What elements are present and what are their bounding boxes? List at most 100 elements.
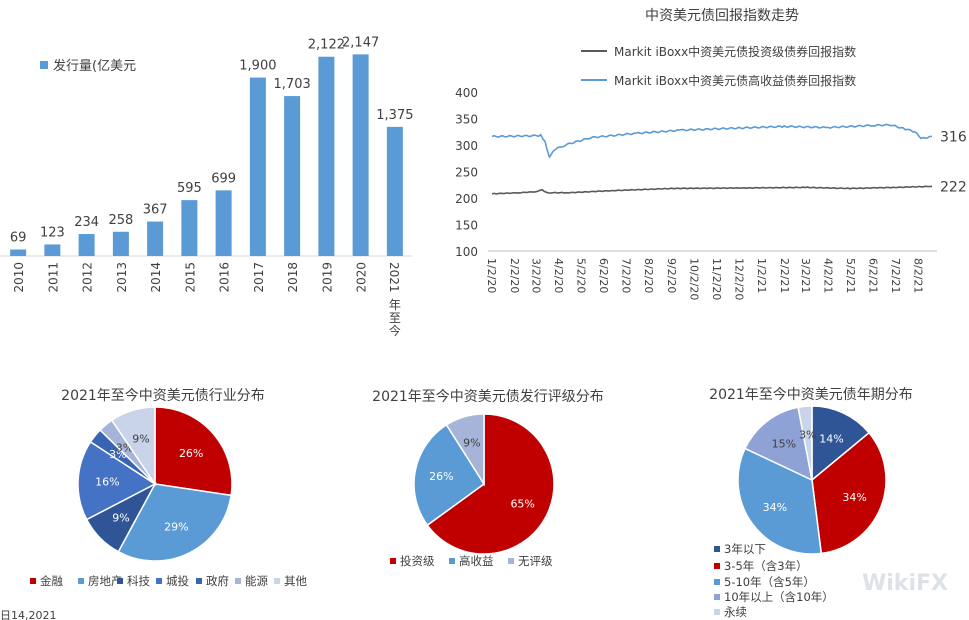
pie-legend-label: 10年以上（含10年） bbox=[724, 590, 834, 604]
tenor-pie-title: 2021年至今中资美元债年期分布 bbox=[709, 387, 913, 403]
pie-legend-swatch bbox=[30, 578, 36, 584]
pie-slice bbox=[117, 483, 233, 562]
tenor-pie-chart: 2021年至今中资美元债年期分布 14% 34% 34% 15%3% 3年以下 3-5年（… bbox=[709, 387, 913, 619]
bar-value-label: 2,122 bbox=[308, 38, 345, 53]
line-y-tick-label: 250 bbox=[455, 166, 478, 180]
bar-value-label: 699 bbox=[211, 171, 236, 186]
pie-legend-swatch bbox=[508, 558, 514, 564]
line-x-tick-label: 6/2/21 bbox=[867, 258, 880, 293]
bar-value-label: 1,703 bbox=[274, 77, 311, 92]
bar-category-label-char: 今 bbox=[389, 323, 401, 338]
line-x-tick-label: 9/2/20 bbox=[665, 258, 678, 293]
line-series-0 bbox=[491, 185, 933, 195]
pie-slice-label: 16% bbox=[95, 476, 119, 489]
pie-legend-label: 能源 bbox=[245, 574, 268, 588]
bar-category-label: 2012 bbox=[81, 262, 95, 293]
line-y-tick-label: 300 bbox=[455, 139, 478, 153]
bar-category-label: 2010 bbox=[12, 262, 26, 293]
pie-slice-label: 9% bbox=[132, 432, 149, 445]
bar-8 bbox=[284, 96, 301, 256]
bar-1 bbox=[44, 244, 61, 256]
return-index-line-chart: 中资美元债回报指数走势 Markit iBoxx中资美元债投资级债券回报指数 M… bbox=[455, 8, 967, 300]
bar-10 bbox=[352, 54, 369, 256]
bar-category-label: 2014 bbox=[149, 262, 163, 293]
pie-slice-label: 34% bbox=[763, 501, 787, 514]
line-x-tick-label: 11/2/20 bbox=[710, 258, 723, 300]
line-x-tick-label: 5/2/20 bbox=[574, 258, 587, 293]
pie-slice bbox=[811, 405, 871, 482]
pie-legend-swatch bbox=[714, 546, 720, 552]
bar-value-label: 234 bbox=[74, 215, 99, 230]
bar-category-label: 2011 bbox=[46, 262, 60, 293]
bar-11 bbox=[386, 126, 403, 256]
bar-category-label-char: 至 bbox=[389, 311, 401, 325]
pie-legend-label: 3年以下 bbox=[724, 542, 766, 556]
line-x-tick-label: 1/2/21 bbox=[755, 258, 768, 293]
bar-category-label: 2018 bbox=[286, 262, 300, 293]
pie-slice-label: 29% bbox=[164, 521, 188, 534]
line-end-label: 316 bbox=[940, 130, 967, 146]
bar-category-label: 2020 bbox=[355, 262, 369, 293]
line-x-tick-label: 8/2/21 bbox=[912, 258, 925, 293]
line-x-tick-label: 2/2/21 bbox=[778, 258, 791, 293]
line-x-tick-label: 5/2/21 bbox=[844, 258, 857, 293]
bar-value-label: 1,900 bbox=[239, 59, 276, 74]
bar-legend-label: 发行量(亿美元 bbox=[53, 58, 136, 74]
pie-legend-swatch bbox=[390, 558, 396, 564]
pie-legend-label: 金融 bbox=[40, 574, 63, 588]
pie-slice-label: 9% bbox=[112, 511, 129, 524]
line-x-tick-label: 8/2/20 bbox=[642, 258, 655, 293]
line-legend-label-hy: Markit iBoxx中资美元债高收益债券回报指数 bbox=[614, 73, 856, 88]
bar-category-label: 2013 bbox=[115, 262, 129, 293]
line-x-tick-label: 10/2/20 bbox=[687, 258, 700, 300]
line-x-tick-label: 4/2/21 bbox=[822, 258, 835, 293]
pie-legend-label: 房地产 bbox=[88, 574, 123, 588]
bar-category-label: 2015 bbox=[183, 262, 197, 293]
bar-category-label: 2017 bbox=[252, 262, 266, 293]
pie-legend-swatch bbox=[235, 578, 241, 584]
pie-legend-swatch bbox=[714, 579, 720, 585]
bar-3 bbox=[112, 231, 129, 256]
pie-slice-label: 15% bbox=[772, 438, 796, 451]
line-legend-label-ig: Markit iBoxx中资美元债投资级债券回报指数 bbox=[614, 44, 856, 59]
bar-value-label: 258 bbox=[108, 213, 133, 228]
bar-6 bbox=[215, 190, 232, 256]
line-x-tick-label: 1/2/20 bbox=[485, 258, 498, 293]
bar-value-label: 367 bbox=[143, 203, 168, 218]
pie-slice-label: 26% bbox=[429, 470, 453, 483]
bar-9 bbox=[318, 56, 335, 256]
pie-legend-swatch bbox=[117, 578, 123, 584]
line-y-tick-label: 350 bbox=[455, 113, 478, 127]
line-x-tick-label: 3/2/20 bbox=[529, 258, 542, 293]
bar-2 bbox=[78, 234, 95, 256]
pie-legend-swatch bbox=[274, 578, 280, 584]
bar-category-label: 2019 bbox=[320, 262, 334, 293]
pie-slice-label: 14% bbox=[819, 432, 843, 445]
bar-7 bbox=[249, 77, 266, 256]
pie-legend-swatch bbox=[714, 594, 720, 600]
pie-slice bbox=[77, 440, 157, 521]
line-y-tick-label: 400 bbox=[455, 86, 478, 100]
line-series-1 bbox=[491, 123, 933, 159]
pie-slice bbox=[744, 406, 814, 482]
line-x-tick-label: 7/2/21 bbox=[889, 258, 902, 293]
sector-pie-chart: 2021年至今中资美元债行业分布 26%29%9%16%3%3%9%金融 房地产科… bbox=[30, 388, 307, 588]
pie-slice bbox=[154, 406, 233, 497]
pie-legend-label: 其他 bbox=[284, 574, 307, 588]
pie-slice-label: 34% bbox=[842, 491, 866, 504]
pie-legend-swatch bbox=[714, 609, 720, 615]
pie-slice bbox=[797, 405, 813, 481]
line-chart-title: 中资美元债回报指数走势 bbox=[645, 8, 799, 24]
pie-slice-label: 3% bbox=[799, 428, 816, 441]
pie-slice bbox=[426, 413, 555, 555]
bar-category-label: 2021 年至今 bbox=[387, 262, 401, 338]
bar-category-label-char: 年 bbox=[389, 298, 401, 312]
bar-value-label: 1,375 bbox=[376, 108, 413, 123]
bar-value-label: 595 bbox=[177, 181, 202, 196]
line-y-tick-label: 100 bbox=[455, 245, 478, 259]
line-x-tick-label: 4/2/20 bbox=[552, 258, 565, 293]
bar-value-label: 123 bbox=[40, 225, 65, 240]
watermark: WikiFX bbox=[862, 571, 948, 596]
issuance-bar-chart: 发行量(亿美元 69 2010 123 2011 234 2012 258 2013 367 20… bbox=[0, 35, 413, 338]
